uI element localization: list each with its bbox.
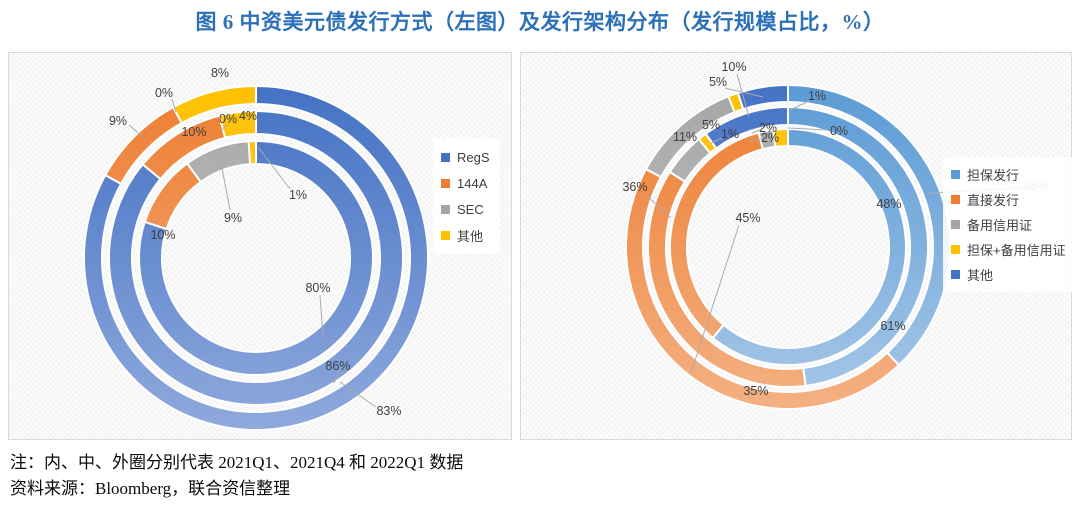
data-label: 0% bbox=[218, 112, 238, 126]
label-leader-line bbox=[257, 146, 291, 190]
label-leader-line bbox=[128, 124, 144, 138]
legend-swatch-icon bbox=[441, 178, 450, 188]
legend-swatch-icon bbox=[951, 270, 960, 279]
data-label: 1% bbox=[720, 127, 740, 141]
issuance-method-donut-chart bbox=[83, 84, 430, 431]
right-chart-panel: 担保发行 直接发行 备用信用证 担保+备用信用证 其他 10% 5% 5% 11% 1% 2% 2%… bbox=[520, 52, 1076, 440]
figure-notes: 注：内、中、外圈分别代表 2021Q1、2021Q4 和 2022Q1 数据 资… bbox=[10, 450, 463, 502]
data-label: 61% bbox=[880, 319, 906, 333]
legend-swatch-icon bbox=[951, 220, 960, 229]
label-leader-line bbox=[220, 162, 231, 211]
data-label: 1% bbox=[807, 89, 827, 103]
label-leader-line bbox=[221, 124, 228, 131]
data-label: 11% bbox=[672, 130, 698, 144]
ring-segment-2021Q4-其他 bbox=[704, 105, 789, 150]
label-leader-line bbox=[319, 294, 324, 338]
data-label: 10% bbox=[721, 60, 747, 74]
issuance-structure-donut-chart bbox=[625, 73, 1023, 410]
data-label: 5% bbox=[701, 118, 721, 132]
data-label: 45% bbox=[735, 211, 761, 225]
legend-label: 其他 bbox=[457, 228, 484, 244]
legend-label: 担保发行 bbox=[967, 168, 1020, 183]
legend-item: 其他 bbox=[441, 222, 490, 248]
ring-segment-2021Q1-其他 bbox=[247, 139, 257, 166]
data-label: 10% bbox=[181, 125, 207, 139]
data-label: 1% bbox=[288, 188, 308, 202]
ring-segment-2022Q1-其他 bbox=[171, 84, 257, 125]
label-leader-line bbox=[724, 87, 764, 98]
data-label: 0% bbox=[154, 86, 174, 100]
label-leader-line bbox=[787, 127, 829, 131]
label-leader-line bbox=[736, 73, 750, 118]
label-leader-line bbox=[339, 381, 377, 408]
note-source: 资料来源：Bloomberg，联合资信整理 bbox=[10, 479, 291, 498]
right-chart-legend: 担保发行直接发行备用信用证担保+备用信用证 其他 bbox=[943, 157, 1076, 292]
legend-label: 144A bbox=[457, 175, 488, 191]
legend-label: 直接发行 bbox=[967, 193, 1020, 208]
legend-swatch-icon bbox=[951, 245, 960, 254]
legend-item: 担保发行 bbox=[951, 162, 1066, 187]
figure-title: 图 6 中资美元债发行方式（左图）及发行架构分布（发行规模占比，%） bbox=[195, 10, 885, 34]
label-leader-line bbox=[333, 371, 340, 384]
legend-item: 直接发行 bbox=[951, 187, 1066, 212]
legend-swatch-icon bbox=[441, 230, 450, 240]
label-leader-line bbox=[644, 193, 672, 219]
data-label: 9% bbox=[223, 211, 243, 225]
legend-swatch-icon bbox=[441, 204, 450, 214]
ring-segment-2021Q1-RegS bbox=[138, 139, 374, 376]
label-leader-line bbox=[789, 100, 810, 111]
legend-label: RegS bbox=[457, 149, 490, 165]
left-chart-legend: RegS 144A SEC 其他 bbox=[433, 139, 500, 253]
legend-item: 备用信用证 bbox=[951, 212, 1066, 237]
data-label: 48% bbox=[876, 197, 902, 211]
data-label: 36% bbox=[622, 180, 648, 194]
legend-item: 其他 bbox=[951, 262, 1066, 287]
label-leader-line bbox=[690, 224, 740, 374]
label-leader-line bbox=[749, 138, 762, 142]
data-label: 35% bbox=[743, 384, 769, 398]
data-label: 2% bbox=[760, 131, 780, 145]
legend-swatch-icon bbox=[441, 152, 450, 162]
data-label: 4% bbox=[238, 109, 258, 123]
legend-item: SEC bbox=[441, 196, 490, 222]
label-leader-line bbox=[710, 137, 723, 144]
legend-item: 144A bbox=[441, 170, 490, 196]
ring-segment-2021Q1-担保+备用信用证 bbox=[772, 127, 789, 148]
ring-segment-2021Q4-RegS bbox=[108, 109, 404, 406]
data-label: 8% bbox=[210, 66, 230, 80]
label-leader-line bbox=[171, 98, 177, 113]
legend-item: 担保+备用信用证 bbox=[951, 237, 1066, 262]
left-chart-panel: RegS 144A SEC 其他 8% 0% 9% 10% 0% 4% 1% 9% 10% 80% 86%… bbox=[8, 52, 512, 440]
legend-swatch-icon bbox=[951, 170, 960, 179]
data-label: 9% bbox=[108, 114, 128, 128]
note-rings: 注：内、中、外圈分别代表 2021Q1、2021Q4 和 2022Q1 数据 bbox=[10, 453, 464, 472]
data-label: 83% bbox=[376, 404, 402, 418]
data-label: 86% bbox=[325, 359, 351, 373]
ring-segment-2022Q1-RegS bbox=[83, 84, 430, 431]
legend-item: RegS bbox=[441, 144, 490, 170]
legend-label: 其他 bbox=[967, 268, 994, 283]
data-label: 10% bbox=[150, 228, 176, 242]
label-leader-line bbox=[751, 129, 761, 134]
data-label: 80% bbox=[305, 281, 331, 295]
legend-label: SEC bbox=[457, 201, 484, 217]
data-label: 0% bbox=[829, 124, 849, 138]
data-label: 5% bbox=[708, 75, 728, 89]
data-label: 2% bbox=[758, 121, 778, 135]
legend-label: 备用信用证 bbox=[967, 218, 1033, 233]
legend-swatch-icon bbox=[951, 195, 960, 204]
ring-segment-2021Q4-其他 bbox=[218, 109, 257, 140]
legend-label: 担保+备用信用证 bbox=[967, 243, 1066, 258]
